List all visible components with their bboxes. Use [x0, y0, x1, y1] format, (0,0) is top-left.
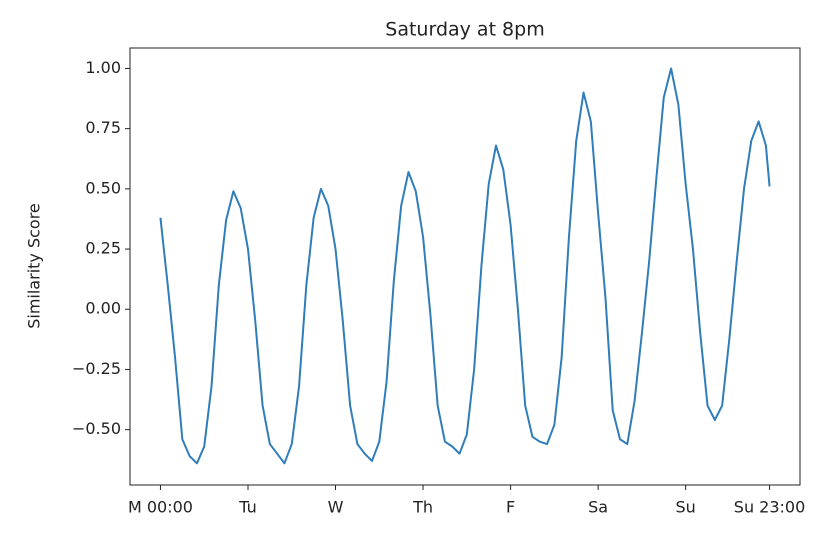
x-tick-label: Su 23:00: [734, 498, 806, 517]
chart-title: Saturday at 8pm: [385, 19, 544, 41]
y-tick-label: −0.50: [72, 419, 121, 438]
data-line: [159, 67, 771, 465]
y-axis-label: Similarity Score: [25, 203, 44, 329]
y-tick-label: 0.25: [85, 239, 121, 258]
x-tick-label: Th: [412, 498, 433, 517]
x-tick-label: F: [506, 498, 515, 517]
x-tick-label: W: [328, 498, 344, 517]
y-tick-label: −0.25: [72, 359, 121, 378]
y-tick-label: 0.75: [85, 118, 121, 137]
axes-frame: [129, 47, 801, 486]
y-tick-label: 1.00: [85, 58, 121, 77]
x-tick-label: Su: [676, 498, 696, 517]
x-tick-label: Sa: [588, 498, 608, 517]
y-tick-label: 0.00: [85, 299, 121, 318]
y-tick-label: 0.50: [85, 178, 121, 197]
x-tick-label: Tu: [238, 498, 256, 517]
x-tick-label: M 00:00: [128, 498, 193, 517]
